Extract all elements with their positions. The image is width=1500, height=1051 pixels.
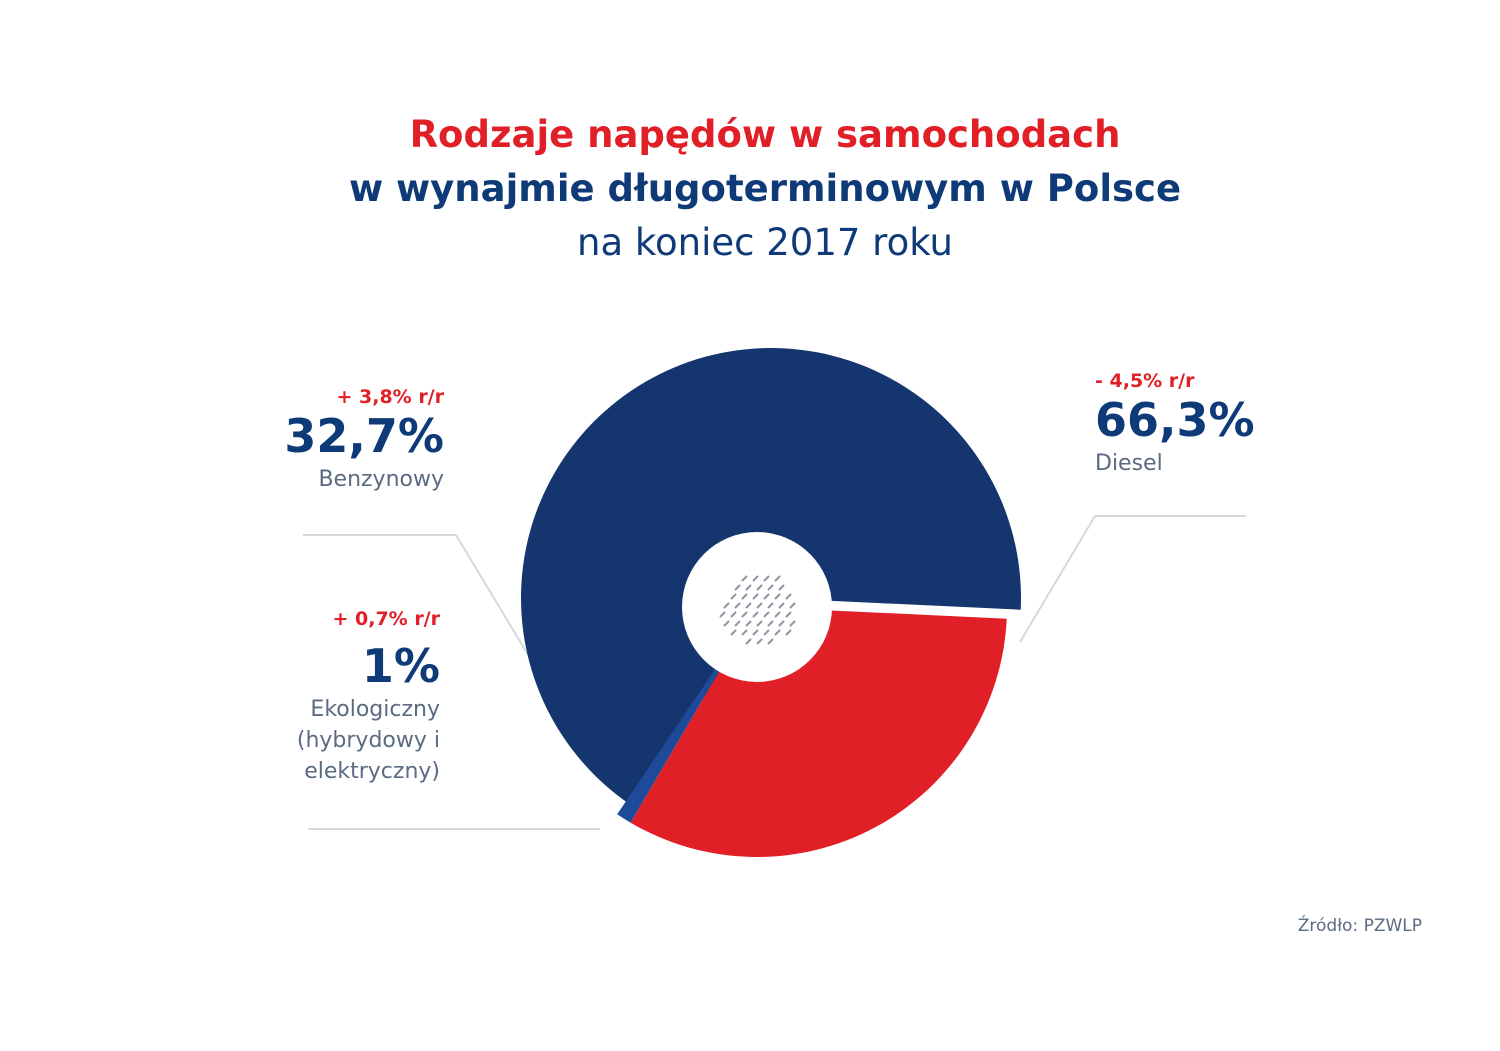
map-dot [785,593,792,600]
map-dot [774,593,781,600]
name-benzyna: Benzynowy [318,467,444,492]
map-dot [734,584,741,591]
label-diesel: - 4,5% r/r 66,3% Diesel [1095,370,1255,479]
map-dot [730,611,737,618]
map-dot [778,620,785,627]
title-line-2: w wynajmie długoterminowym w Polsce [348,167,1182,210]
percent-eko: 1% [361,639,440,693]
map-dot [767,620,774,627]
percent-diesel: 66,3% [1095,393,1255,447]
map-dot [741,629,748,636]
name-diesel: Diesel [1095,451,1163,476]
map-dot [763,629,770,636]
source-note: Źródło: PZWLP [1297,916,1422,936]
map-dot [774,629,781,636]
map-dot [778,584,785,591]
map-dot [752,593,759,600]
map-dot [730,593,737,600]
map-dot [745,620,752,627]
label-benzyna: + 3,8% r/r 32,7% Benzynowy [284,386,444,495]
map-dot [767,638,774,645]
map-dot [767,602,774,609]
map-dot [756,602,763,609]
map-dot [763,575,770,582]
name-eko-1: Ekologiczny [310,697,440,722]
map-dot [734,620,741,627]
chart-title: Rodzaje napędów w samochodach w wynajmie… [0,108,1500,270]
map-dot [719,611,726,618]
map-dot [741,593,748,600]
map-dot [752,575,759,582]
change-benzyna: + 3,8% r/r [336,386,444,408]
percent-benzyna: 32,7% [284,409,444,463]
change-diesel: - 4,5% r/r [1095,370,1195,392]
map-dot [756,620,763,627]
map-dot [741,575,748,582]
map-dot [752,611,759,618]
map-dot [774,611,781,618]
map-dot [763,593,770,600]
map-dot [789,620,796,627]
map-dot [785,611,792,618]
map-dot [745,638,752,645]
map-dot [752,629,759,636]
map-dot [756,638,763,645]
name-eko-2: (hybrydowy i [296,728,440,753]
map-dot [789,602,796,609]
map-dot [756,584,763,591]
title-line-1: Rodzaje napędów w samochodach [409,113,1121,156]
leader-line-diesel-diag [1019,515,1096,643]
map-dot [774,575,781,582]
map-dot [778,602,785,609]
name-eko-3: elektryczny) [304,759,440,784]
map-dot [730,629,737,636]
map-dot [723,602,730,609]
map-dot [734,602,741,609]
map-dot [767,584,774,591]
map-dot [745,602,752,609]
change-eko: + 0,7% r/r [332,608,440,630]
map-dot [763,611,770,618]
leader-line-benzyna-diag [455,534,531,659]
map-dot [785,629,792,636]
poland-map-icon [719,575,796,645]
map-dot [723,620,730,627]
map-dot [741,611,748,618]
label-eko: + 0,7% r/r 1% Ekologiczny (hybrydowy i e… [297,608,440,787]
map-dot [745,584,752,591]
title-line-3: na koniec 2017 roku [577,221,953,264]
